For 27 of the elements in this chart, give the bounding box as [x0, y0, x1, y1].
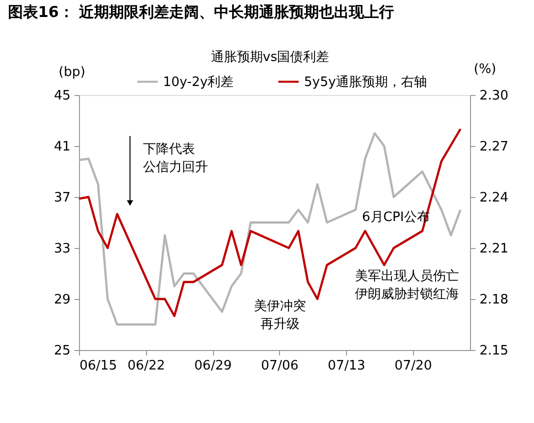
y2-tick-label: 2.21	[480, 242, 508, 256]
annotation: 美伊冲突再升级	[254, 298, 306, 332]
x-tick-label: 06/15	[80, 358, 117, 374]
x-tick-label: 06/29	[194, 358, 232, 374]
y2-tick-label: 2.30	[480, 88, 508, 104]
y-tick-label: 29	[54, 292, 70, 308]
y-tick-label: 45	[54, 88, 70, 104]
y-axis-title: (bp)	[58, 65, 86, 80]
legend-label: 10y-2y利差	[163, 74, 234, 90]
x-tick-label: 07/13	[328, 358, 366, 374]
y2-tick-label: 2.15	[480, 344, 508, 358]
y2-tick-label: 2.18	[480, 292, 508, 308]
chart-title: 图表16： 近期期限利差走阔、中长期通胀预期也出现上行	[8, 3, 394, 21]
y2-axis-title: (%)	[474, 62, 496, 77]
y-tick-label: 33	[54, 242, 70, 256]
y-tick-label: 37	[54, 190, 70, 206]
y2-tick-label: 2.24	[480, 190, 508, 206]
legend-label: 5y5y通胀预期，右轴	[304, 74, 427, 90]
annotation: 下降代表公信力回升	[143, 142, 208, 175]
y-tick-label: 41	[54, 140, 70, 154]
y-tick-label: 25	[54, 344, 70, 358]
chart-subtitle: 通胀预期vs国债利差	[210, 50, 330, 65]
annotation: 美军出现人员伤亡伊朗威胁封锁红海	[355, 268, 459, 302]
x-tick-label: 07/06	[261, 358, 299, 374]
x-tick-label: 06/22	[128, 358, 165, 374]
x-tick-label: 07/20	[394, 358, 432, 374]
y2-tick-label: 2.27	[480, 140, 508, 154]
